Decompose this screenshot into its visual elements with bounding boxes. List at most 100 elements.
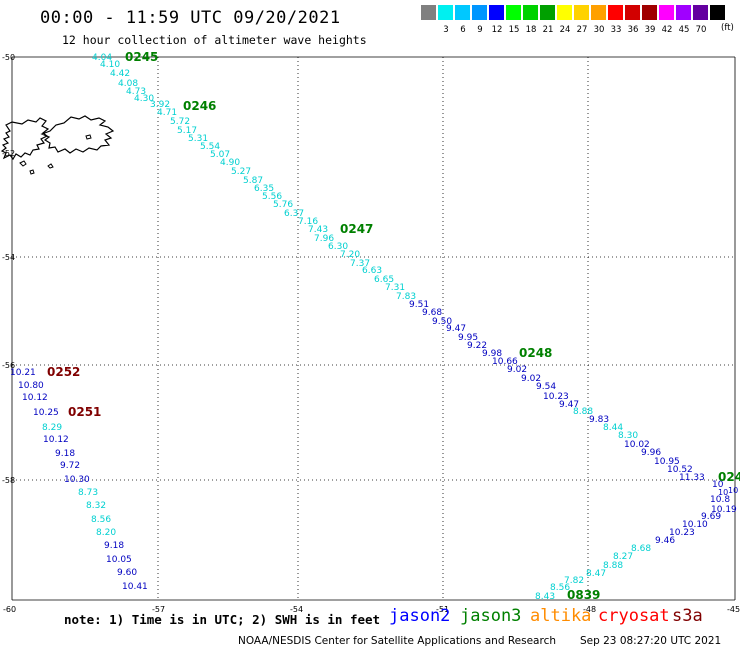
- swh-label: 10.52: [667, 465, 693, 475]
- color-swatch-label: 24: [559, 25, 571, 35]
- falkland-islands-coastline: [0, 115, 115, 175]
- legend-jason2: jason2: [389, 606, 451, 626]
- swh-label: 5.76: [273, 200, 293, 210]
- swh-label: 9.18: [104, 541, 124, 551]
- swh-label: 7.37: [350, 259, 370, 269]
- swh-label: 10.66: [492, 357, 518, 367]
- swh-label: 10.8: [710, 495, 730, 505]
- time-label: 0247: [340, 222, 373, 236]
- swh-label: 9.98: [482, 349, 502, 359]
- swh-label: 6.37: [284, 209, 304, 219]
- swh-label: 9.02: [507, 365, 527, 375]
- swh-label: 8.27: [613, 552, 633, 562]
- swh-label: 8.88: [573, 407, 593, 417]
- swh-label: 7.31: [385, 283, 405, 293]
- swh-label: 6.63: [362, 266, 382, 276]
- swh-label: 9.47: [446, 324, 466, 334]
- color-swatch-label: 6: [460, 25, 466, 35]
- swh-label: 4.90: [220, 158, 240, 168]
- swh-label: 11.33: [679, 473, 705, 483]
- legend-s3a: s3a: [672, 606, 703, 626]
- swh-label: 8.56: [91, 515, 111, 525]
- swh-label: 9.60: [117, 568, 137, 578]
- legend-cryosat: cryosat: [598, 606, 670, 626]
- color-swatch-label: 36: [627, 25, 639, 35]
- color-swatch: [506, 5, 521, 20]
- swh-label: 10.02: [624, 440, 650, 450]
- swh-label: 5.72: [170, 117, 190, 127]
- swh-label: 10.19: [711, 505, 737, 515]
- time-labels: 0245 0246 0247 0248 024 0252 0251 0839: [47, 50, 740, 602]
- color-swatch: [693, 5, 708, 20]
- color-swatch: [676, 5, 691, 20]
- color-swatch: [574, 5, 589, 20]
- color-swatch: [523, 5, 538, 20]
- swh-label: 8.30: [618, 431, 638, 441]
- swh-label: 5.87: [243, 176, 263, 186]
- swh-label: 9.18: [55, 449, 75, 459]
- color-swatch-label: 27: [576, 25, 588, 35]
- color-swatch-label: 3: [443, 25, 449, 35]
- swh-label: 9.46: [655, 536, 675, 546]
- color-swatch: [455, 5, 470, 20]
- lat-label: -56: [2, 361, 15, 370]
- swh-label: 9.54: [536, 382, 556, 392]
- swh-label: 4.42: [110, 69, 130, 79]
- swh-label: 4.08: [118, 79, 138, 89]
- swh-label: 10.12: [22, 393, 48, 403]
- color-swatch: [625, 5, 640, 20]
- swh-label: 7.96: [314, 234, 334, 244]
- swh-label: 9.02: [521, 374, 541, 384]
- swh-label: 10: [728, 486, 738, 495]
- map-grid: [11, 56, 736, 601]
- swh-label: 7.82: [564, 576, 584, 586]
- swh-label: 4.73: [126, 87, 146, 97]
- time-label: 0245: [125, 50, 158, 64]
- color-swatch: [710, 5, 725, 20]
- swh-label: 7.83: [396, 292, 416, 302]
- swh-label: 10.41: [122, 582, 148, 592]
- swh-label: 8.29: [42, 423, 62, 433]
- swh-label: 10.23: [669, 528, 695, 538]
- color-swatch: [421, 5, 436, 20]
- lon-label: -51: [436, 605, 449, 614]
- time-label: 0246: [183, 99, 216, 113]
- color-swatch-label: 42: [661, 25, 673, 35]
- swh-label: 5.56: [262, 192, 282, 202]
- swh-label: 8.44: [603, 423, 623, 433]
- swh-labels: 4.044.104.424.084.734.303.924.715.725.17…: [10, 53, 738, 602]
- time-label: 024: [718, 470, 740, 484]
- swh-label: 8.56: [550, 583, 570, 593]
- legend-altika: altika: [530, 606, 592, 626]
- color-swatch-label: 30: [593, 25, 605, 35]
- color-swatch-label: 9: [477, 25, 483, 35]
- color-swatch: [642, 5, 657, 20]
- swh-label: 4.04: [92, 53, 112, 63]
- swh-label: 10.95: [654, 457, 680, 467]
- color-swatch: [591, 5, 606, 20]
- swh-label: 8.73: [78, 488, 98, 498]
- coastline-west-falkland: [0, 117, 50, 161]
- swh-label: 5.17: [177, 126, 197, 136]
- color-swatch: [540, 5, 555, 20]
- swh-label: 10.30: [64, 475, 90, 485]
- color-swatch: [557, 5, 572, 20]
- swh-label: 9.69: [701, 512, 721, 522]
- swh-label: 8.20: [96, 528, 116, 538]
- swh-label: 9.51: [409, 300, 429, 310]
- time-label: 0251: [68, 405, 101, 419]
- swh-label: 6.35: [254, 184, 274, 194]
- swh-label: 10.23: [543, 392, 569, 402]
- footer-timestamp: Sep 23 08:27:20 UTC 2021: [580, 635, 722, 647]
- color-swatch: [472, 5, 487, 20]
- lat-label: -58: [2, 476, 15, 485]
- color-swatch-label: 33: [610, 25, 622, 35]
- swh-label: 10.12: [43, 435, 69, 445]
- swh-label: 9.72: [60, 461, 80, 471]
- swh-label: 9.83: [589, 415, 609, 425]
- lon-label: -54: [290, 605, 303, 614]
- color-swatch: [438, 5, 453, 20]
- color-swatch-label: 39: [644, 25, 656, 35]
- swh-label: 3.92: [150, 100, 170, 110]
